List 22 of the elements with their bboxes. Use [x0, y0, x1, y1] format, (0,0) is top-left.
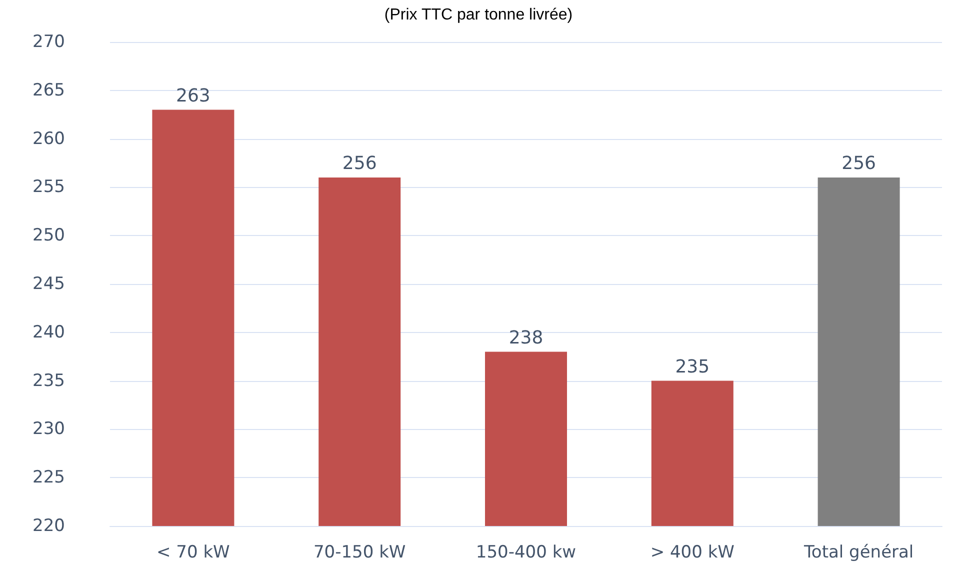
chart-title: (Prix TTC par tonne livrée): [384, 6, 573, 24]
x-tick-label: < 70 kW: [156, 542, 230, 562]
y-tick-label: 230: [32, 419, 65, 440]
x-tick-label: 150-400 kw: [476, 542, 576, 562]
x-tick-label: Total général: [802, 542, 914, 562]
y-tick-label: 270: [32, 32, 65, 52]
y-tick-label: 245: [32, 274, 65, 294]
y-tick-label: 255: [32, 177, 65, 198]
data-label: 256: [342, 153, 377, 174]
data-label: 256: [842, 153, 876, 174]
y-tick-label: 220: [32, 516, 65, 536]
data-label: 235: [675, 356, 710, 378]
data-label: 263: [176, 85, 210, 106]
y-tick-label: 235: [32, 370, 65, 391]
data-label: 238: [508, 327, 544, 348]
y-tick-label: 240: [32, 322, 65, 342]
y-tick-label: 260: [32, 128, 65, 149]
x-tick-label: 70-150 kW: [313, 542, 406, 562]
y-tick-label: 265: [32, 80, 65, 100]
x-tick-label: > 400 kW: [650, 542, 735, 562]
y-tick-label: 225: [32, 468, 65, 488]
y-tick-label: 250: [32, 226, 65, 246]
